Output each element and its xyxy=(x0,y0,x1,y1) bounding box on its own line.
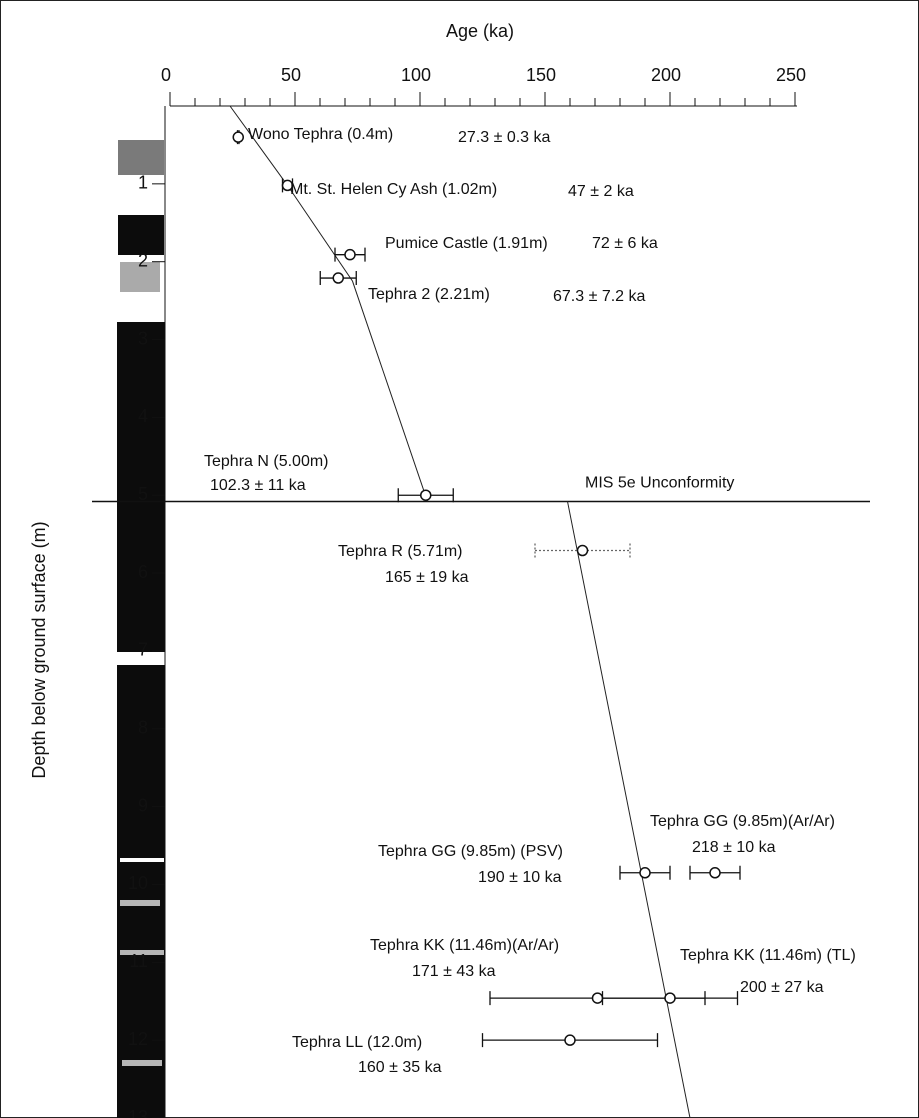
data-point xyxy=(420,489,432,501)
data-point xyxy=(664,992,676,1004)
point-name: Tephra KK (11.46m)(Ar/Ar) xyxy=(370,937,559,954)
point-name: Tephra GG (9.85m)(Ar/Ar) xyxy=(650,813,835,830)
x-tick-label: 100 xyxy=(401,65,431,85)
point-name: Mt. St. Helen Cy Ash (1.02m) xyxy=(290,181,497,198)
point-name: Tephra N (5.00m) xyxy=(204,453,329,470)
data-point xyxy=(232,131,244,143)
data-point xyxy=(332,272,344,284)
age-model-line xyxy=(229,105,691,1118)
y-tick-label: 7 xyxy=(138,640,148,660)
y-tick-label: 9 xyxy=(138,795,148,815)
value-label: 27.3 ± 0.3 ka xyxy=(458,129,551,146)
value-label: 218 ± 10 ka xyxy=(692,839,776,856)
value-label: 47 ± 2 ka xyxy=(568,183,634,200)
y-tick-label: 5 xyxy=(138,484,148,504)
data-point xyxy=(564,1034,576,1046)
y-tick-label: 11 xyxy=(129,951,148,971)
x-tick-label: 50 xyxy=(281,65,301,85)
value-label: 160 ± 35 ka xyxy=(358,1059,442,1076)
point-name: Tephra KK (11.46m) (TL) xyxy=(680,947,856,964)
value-label: 67.3 ± 7.2 ka xyxy=(553,288,646,305)
y-tick-label: 10 xyxy=(128,873,148,893)
point-name: Tephra LL (12.0m) xyxy=(292,1034,422,1051)
data-point xyxy=(344,248,356,261)
y-tick-label: 3 xyxy=(138,328,148,348)
data-point xyxy=(591,992,604,1004)
y-tick-label: 1 xyxy=(138,173,148,193)
x-tick-label: 200 xyxy=(651,65,681,85)
value-label: 171 ± 43 ka xyxy=(412,963,496,980)
data-point xyxy=(639,867,651,879)
data-point xyxy=(281,179,294,192)
error-bar xyxy=(534,543,631,558)
value-label: 165 ± 19 ka xyxy=(385,569,469,586)
value-label: 200 ± 27 ka xyxy=(740,979,824,996)
point-name: Pumice Castle (1.91m) xyxy=(385,235,548,252)
point-name: Wono Tephra (0.4m) xyxy=(248,126,393,143)
y-tick-label: 12 xyxy=(128,1029,148,1049)
point-name: Tephra GG (9.85m) (PSV) xyxy=(378,843,563,860)
value-label: 102.3 ± 11 ka xyxy=(210,477,306,494)
data-point xyxy=(576,544,589,557)
value-label: 72 ± 6 ka xyxy=(592,235,658,252)
x-tick-label: 150 xyxy=(526,65,556,85)
y-tick-label: 13 xyxy=(128,1107,148,1118)
y-tick-label: 6 xyxy=(138,562,148,582)
point-name: Tephra 2 (2.21m) xyxy=(368,286,490,303)
point-name: Tephra R (5.71m) xyxy=(338,543,463,560)
x-tick-label: 0 xyxy=(161,65,171,85)
y-tick-label: 2 xyxy=(138,250,148,270)
x-tick-label: 250 xyxy=(776,65,806,85)
core-image xyxy=(117,140,165,1118)
y-tick-label: 4 xyxy=(138,406,148,426)
data-point xyxy=(709,867,721,879)
x-axis-title: Age (ka) xyxy=(446,21,514,41)
y-tick-label: 8 xyxy=(138,718,148,738)
unconformity-label: MIS 5e Unconformity xyxy=(585,475,734,492)
y-axis-title: Depth below ground surface (m) xyxy=(29,521,49,778)
value-label: 190 ± 10 ka xyxy=(478,869,562,886)
